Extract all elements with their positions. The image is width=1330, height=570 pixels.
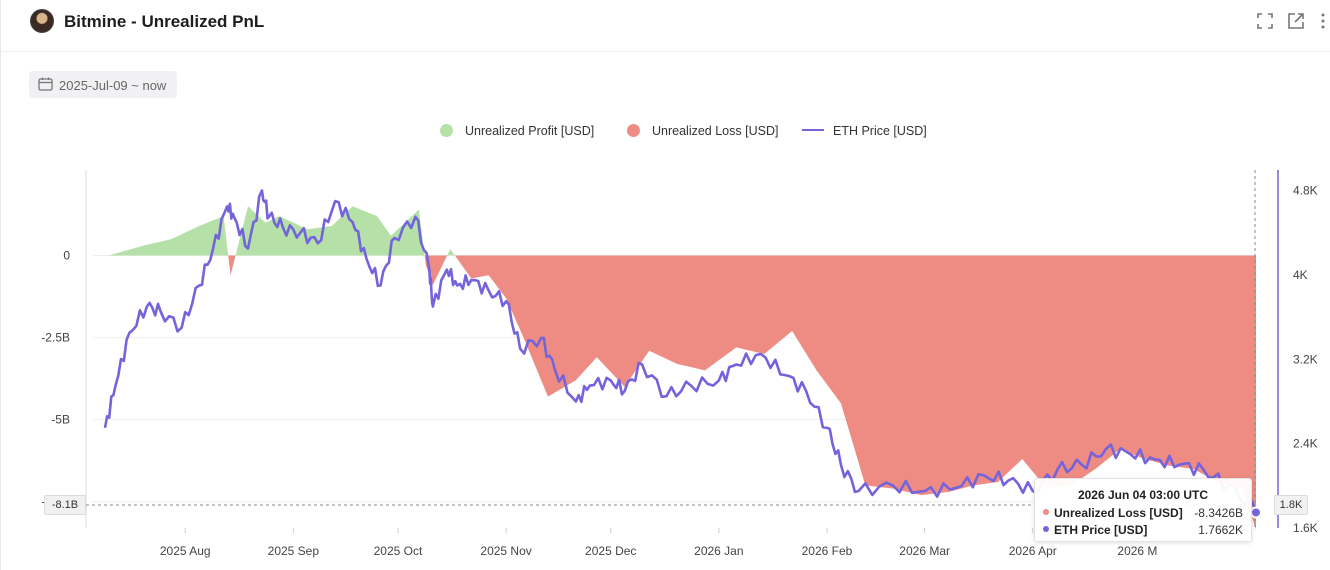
- card-header: Bitmine - Unrealized PnL: [0, 0, 1330, 52]
- tooltip-label: Unrealized Loss [USD]: [1054, 506, 1183, 520]
- left-tick-label: -5B: [51, 413, 70, 427]
- right-tick-label: 1.6K: [1293, 521, 1318, 535]
- loss-area: [228, 255, 1256, 530]
- legend-label: Unrealized Profit [USD]: [465, 124, 595, 138]
- external-link-icon[interactable]: [1287, 12, 1305, 30]
- tooltip-title: 2026 Jun 04 03:00 UTC: [1077, 488, 1209, 502]
- x-tick-label: 2026 Feb: [802, 544, 853, 558]
- calendar-icon: [38, 77, 53, 91]
- tooltip-row-loss: Unrealized Loss [USD] -8.3426B: [1043, 506, 1243, 520]
- x-tick-label: 2026 M: [1117, 544, 1157, 558]
- right-tick-label: 2.4K: [1293, 437, 1318, 451]
- x-tick-label: 2026 Mar: [899, 544, 950, 558]
- legend-swatch: [627, 124, 640, 137]
- eth-price-marker: [1250, 506, 1262, 519]
- legend-item-profit[interactable]: Unrealized Profit [USD]: [440, 124, 594, 142]
- right-tick-label: 4.8K: [1293, 184, 1318, 198]
- legend-item-eth-price[interactable]: ETH Price [USD]: [802, 124, 927, 142]
- chart-tooltip: 2026 Jun 04 03:00 UTC Unrealized Loss [U…: [1034, 478, 1252, 542]
- x-tick-label: 2025 Dec: [585, 544, 636, 558]
- legend-label: Unrealized Loss [USD]: [652, 124, 779, 138]
- tooltip-label: ETH Price [USD]: [1054, 523, 1148, 537]
- profit-area: [108, 206, 1256, 256]
- x-tick-label: 2025 Oct: [374, 544, 423, 558]
- eth-price-line: [103, 189, 1258, 512]
- page-title: Bitmine - Unrealized PnL: [64, 12, 265, 31]
- legend-swatch: [802, 129, 824, 131]
- left-tick-label: -2.5B: [41, 331, 70, 345]
- legend-swatch: [440, 124, 453, 137]
- tooltip-row-eth: ETH Price [USD] 1.7662K: [1043, 523, 1243, 537]
- x-tick-label: 2025 Aug: [160, 544, 211, 558]
- right-crosshair-label: 1.8K: [1274, 495, 1308, 515]
- x-tick-label: 2026 Apr: [1009, 544, 1057, 558]
- legend-item-loss[interactable]: Unrealized Loss [USD]: [627, 124, 778, 142]
- tooltip-value: -8.3426B: [1194, 506, 1243, 520]
- right-tick-label: 4K: [1293, 268, 1308, 282]
- x-tick-label: 2025 Nov: [480, 544, 531, 558]
- x-tick-label: 2026 Jan: [694, 544, 743, 558]
- left-tick-label: 0: [63, 249, 70, 263]
- avatar: [30, 9, 54, 33]
- date-range-label: 2025-Jul-09 ~ now: [59, 78, 167, 93]
- x-tick-label: 2025 Sep: [268, 544, 320, 558]
- right-tick-label: 3.2K: [1293, 352, 1318, 366]
- legend-label: ETH Price [USD]: [833, 124, 927, 138]
- left-crosshair-label: -8.1B: [44, 495, 86, 515]
- date-range-filter[interactable]: 2025-Jul-09 ~ now: [29, 71, 177, 98]
- fullscreen-icon[interactable]: [1256, 12, 1274, 30]
- tooltip-value: 1.7662K: [1198, 523, 1243, 537]
- more-vertical-icon[interactable]: [1318, 12, 1328, 30]
